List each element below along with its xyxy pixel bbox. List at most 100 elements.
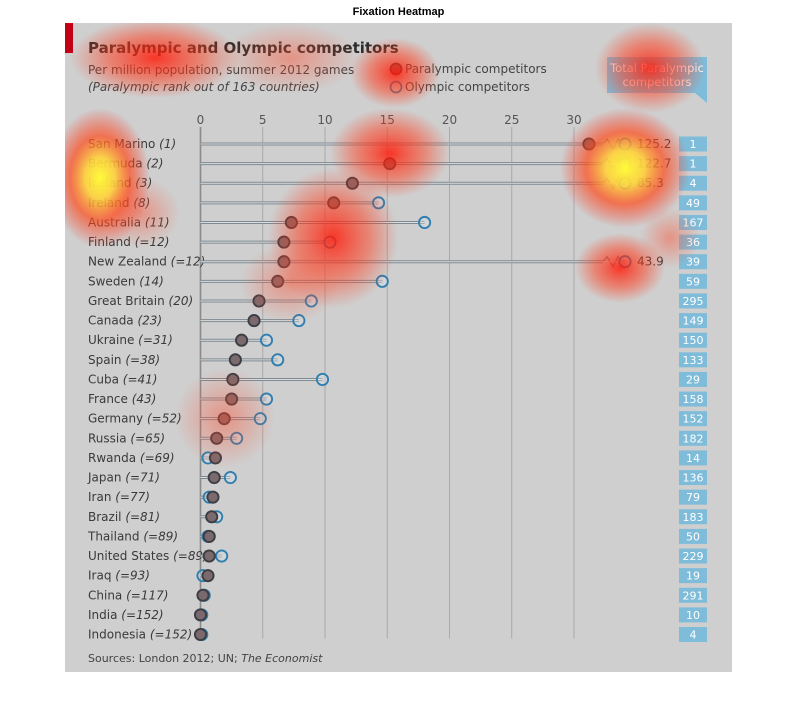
- country-name: India: [88, 608, 121, 622]
- olympic-point: [375, 274, 389, 288]
- country-rank: (=93): [115, 569, 150, 583]
- paralympic-point: [235, 333, 249, 347]
- total-value: 19: [686, 570, 700, 583]
- table-row: Iceland (3) 85.3 4: [88, 175, 707, 191]
- total-box: [679, 509, 707, 525]
- table-row: Ukraine (=31) 150: [88, 332, 707, 348]
- country-name: Spain: [88, 353, 125, 367]
- country-label: Rwanda (=69): [88, 451, 175, 465]
- total-value: 291: [683, 589, 704, 602]
- x-axis: 0 5 10 15 20 25 30: [197, 113, 582, 639]
- country-label: Spain (=38): [88, 353, 160, 367]
- total-box: [679, 548, 707, 564]
- x-tick-label: 10: [317, 113, 332, 127]
- source-prefix: Sources: London 2012; UN;: [88, 652, 241, 665]
- total-box: [679, 627, 707, 642]
- total-value: 152: [683, 413, 704, 426]
- olympic-point: [259, 333, 274, 347]
- total-value: 14: [686, 452, 700, 465]
- total-box: [679, 450, 707, 466]
- country-rank: (=89): [173, 549, 208, 563]
- paralympic-point: [284, 215, 298, 230]
- paralympic-point: [277, 235, 291, 249]
- total-value: 59: [686, 275, 700, 288]
- country-name: Bermuda: [88, 157, 146, 171]
- total-value: 150: [683, 334, 704, 347]
- country-rank: (=89): [143, 529, 178, 543]
- country-label: Iran (=77): [88, 490, 150, 504]
- total-value: 49: [686, 197, 700, 210]
- total-box: [679, 411, 707, 427]
- table-row: Thailand (=89) 50: [87, 528, 707, 544]
- total-header-line1: Total Paralympic: [609, 61, 704, 75]
- country-rank: (=152): [121, 608, 163, 622]
- country-rank: (=71): [125, 471, 160, 485]
- x-tick-label: 0: [197, 113, 205, 127]
- country-rank: (43): [132, 392, 157, 406]
- paralympic-point: [252, 294, 266, 308]
- country-name: Indonesia: [88, 628, 150, 642]
- country-name: New Zealand: [88, 255, 171, 269]
- paralympic-point: [202, 549, 216, 563]
- total-box: [679, 607, 707, 623]
- table-row: Bermuda (2) 122.7 1: [88, 156, 707, 172]
- total-value: 229: [683, 550, 704, 563]
- total-value: 149: [683, 315, 704, 328]
- country-name: France: [88, 392, 132, 406]
- total-header-pointer: [695, 93, 707, 103]
- country-label: Indonesia (=152): [88, 628, 192, 642]
- table-row: Australia (11) 167: [88, 214, 707, 230]
- chart-svg: Paralympic and Olympic competitors Per m…: [65, 23, 707, 665]
- paralympic-point: [228, 353, 242, 367]
- country-rank: (=31): [138, 333, 173, 347]
- country-name: Iraq: [88, 569, 115, 583]
- country-name: Cuba: [88, 372, 123, 386]
- country-rank: (=38): [125, 353, 160, 367]
- chart-title: Paralympic and Olympic competitors: [88, 39, 399, 57]
- legend-paralympic-marker: [389, 62, 403, 76]
- x-tick-label: 20: [442, 113, 457, 127]
- country-label: China (=117): [88, 588, 168, 602]
- olympic-point: [618, 137, 632, 151]
- table-row: Germany (=52) 152: [88, 411, 707, 427]
- total-value: 182: [683, 432, 704, 445]
- total-value: 295: [683, 295, 704, 308]
- table-row: Sweden (14) 59: [88, 273, 707, 289]
- olympic-point: [253, 412, 267, 426]
- country-rank: (=12): [135, 235, 170, 249]
- country-name: Thailand: [87, 529, 143, 543]
- country-name: Brazil: [88, 510, 125, 524]
- paralympic-point: [226, 372, 240, 386]
- paralympic-point: [277, 255, 291, 269]
- paralympic-point: [201, 569, 215, 583]
- country-name: Japan: [87, 471, 125, 485]
- table-row: Cuba (=41) 29: [88, 371, 707, 387]
- olympic-point: [618, 157, 632, 171]
- total-value: 167: [683, 216, 704, 229]
- x-tick-label: 30: [566, 113, 581, 127]
- table-row: Russia (=65) 182: [88, 430, 707, 446]
- country-name: Australia: [88, 215, 145, 229]
- olympic-point: [259, 392, 274, 406]
- olympic-point: [618, 255, 632, 269]
- paralympic-point: [208, 451, 222, 465]
- country-label: Bermuda (2): [88, 157, 163, 171]
- paralympic-point: [217, 412, 231, 426]
- table-row: Canada (23) 149: [88, 313, 707, 329]
- total-box: [679, 391, 707, 407]
- country-label: San Marino (1): [88, 137, 176, 151]
- total-value: 4: [690, 629, 697, 642]
- chart-subtitle-rank: (Paralympic rank out of 163 countries): [88, 80, 320, 94]
- country-label: Great Britain (20): [88, 294, 193, 308]
- total-value: 10: [686, 609, 700, 622]
- country-rank: (=77): [115, 490, 150, 504]
- legend-paralympic-label: Paralympic competitors: [405, 62, 547, 76]
- total-box: [679, 587, 707, 603]
- x-tick-label: 15: [380, 113, 395, 127]
- table-row: China (=117) 291: [88, 587, 707, 603]
- country-label: Australia (11): [88, 215, 170, 229]
- country-name: Great Britain: [88, 294, 169, 308]
- olympic-point: [315, 372, 330, 386]
- total-box: [679, 313, 707, 329]
- country-name: Ireland: [88, 196, 133, 210]
